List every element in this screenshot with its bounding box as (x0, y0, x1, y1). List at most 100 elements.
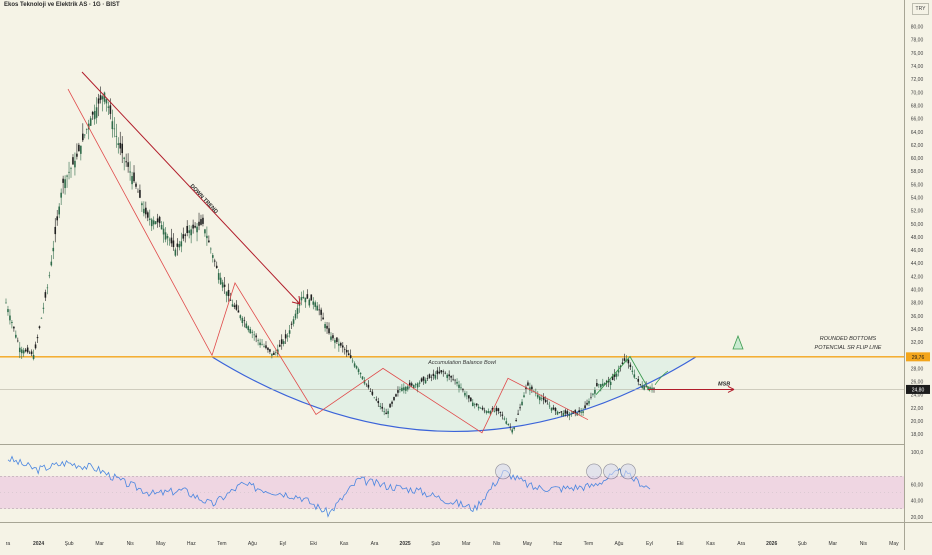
candle (13, 326, 15, 332)
candle (499, 411, 502, 417)
candle-body (93, 110, 96, 120)
candle (586, 399, 588, 406)
candle-body (200, 219, 202, 225)
breakout-triangle (595, 355, 651, 395)
candle (434, 371, 437, 380)
candle-body (131, 176, 133, 185)
candle-body (527, 382, 529, 386)
candle-body (601, 383, 604, 386)
candle (219, 272, 222, 286)
candle-body (643, 385, 645, 390)
price-axis-tick: 32,00 (911, 340, 924, 346)
currency-badge[interactable]: TRY (912, 3, 929, 15)
candle (24, 347, 27, 353)
candle-body (481, 407, 484, 410)
candle-body (470, 397, 472, 402)
candle-body (391, 401, 393, 404)
candle-body (259, 342, 261, 346)
price-axis-tick: 54,00 (911, 195, 924, 201)
candle-body (36, 337, 39, 339)
candle (383, 407, 385, 416)
candle (93, 104, 96, 125)
candle-body (538, 396, 541, 401)
candle (428, 373, 431, 379)
candle (548, 401, 551, 409)
candle (406, 384, 409, 392)
time-axis-tick: Ara (737, 541, 745, 547)
candle (326, 321, 328, 334)
candle-body (403, 387, 405, 391)
candle (26, 344, 29, 354)
candle (34, 341, 37, 350)
candle (72, 154, 74, 165)
candle-body (257, 340, 259, 341)
candle-body (505, 421, 508, 424)
candle-body (247, 326, 250, 331)
candle (18, 341, 21, 359)
candle-body (499, 411, 502, 413)
candle-body (629, 364, 632, 368)
candle-body (271, 353, 273, 356)
candle (464, 390, 466, 398)
price-axis-tick: 18,00 (911, 432, 924, 438)
candle (168, 237, 171, 246)
candle (123, 156, 125, 171)
candle-body (566, 411, 569, 414)
candle (558, 411, 561, 414)
price-axis-tick: 72,00 (911, 77, 924, 83)
candle-body (473, 403, 476, 405)
candle (501, 411, 504, 420)
candle-body (143, 208, 145, 214)
candle-body (105, 99, 108, 104)
candle-body (111, 121, 114, 130)
candle-body (393, 397, 395, 401)
candle-body (300, 297, 303, 301)
candle (538, 395, 541, 405)
time-axis-tick: 2025 (400, 541, 411, 547)
candle (147, 210, 149, 222)
candle (257, 338, 259, 346)
candle (562, 410, 565, 417)
candle-body (46, 287, 49, 289)
candle (497, 407, 500, 415)
candle (397, 386, 399, 397)
candle-body (600, 384, 602, 388)
time-axis-tick: Eyl (279, 541, 286, 547)
candle-body (74, 160, 76, 168)
sr-flip-label: POTENCIAL SR FLIP LINE (815, 345, 882, 351)
candle-body (412, 385, 415, 389)
rsi-axis-tick: 60,00 (911, 482, 924, 488)
candle-body (17, 340, 19, 342)
candle-body (52, 247, 55, 252)
candle (598, 383, 600, 388)
time-axis-tick: Şub (65, 541, 74, 547)
candle (259, 338, 261, 348)
candle (182, 227, 185, 242)
candle (381, 402, 383, 412)
candle-body (349, 355, 352, 358)
candle-body (44, 292, 47, 298)
candle (391, 400, 393, 407)
candle-body (202, 217, 204, 224)
candle-body (212, 255, 214, 258)
time-axis-tick: Kas (340, 541, 349, 547)
candle-body (351, 360, 354, 362)
candle-body (253, 334, 255, 336)
candle-body (97, 98, 100, 104)
candle (127, 153, 129, 173)
candle-body (87, 123, 90, 130)
candle-body (342, 345, 344, 348)
candle-body (306, 294, 309, 299)
candle (511, 427, 513, 435)
candle-body (389, 404, 391, 408)
candle-body (103, 92, 106, 102)
candle-body (235, 304, 238, 310)
candle-body (129, 171, 131, 173)
candle-body (531, 386, 533, 390)
candle-body (150, 219, 153, 227)
price-axis-tick: 50,00 (911, 222, 924, 228)
candle-body (552, 407, 555, 410)
